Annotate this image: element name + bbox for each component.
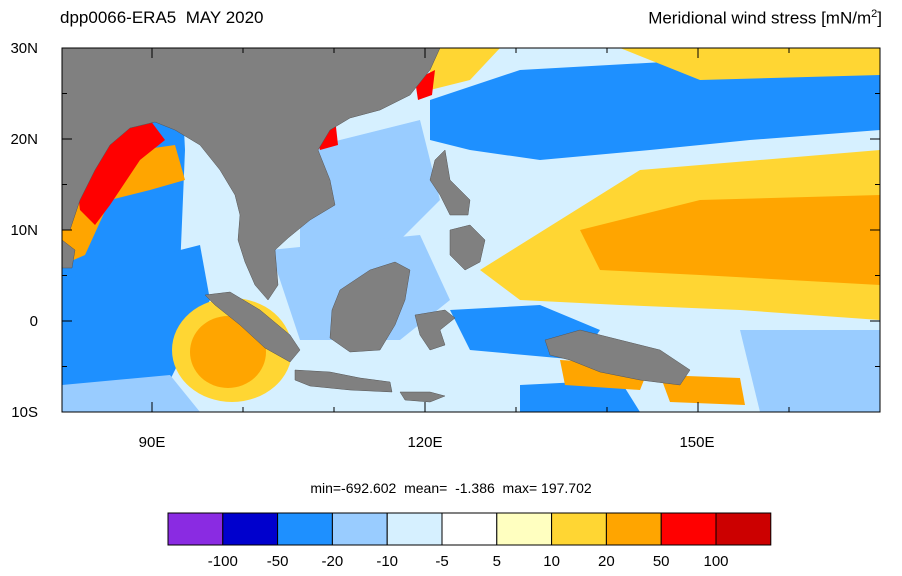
land-borneo [329,261,411,353]
field-indian-ocean-edge [62,375,200,412]
field-south-china-sea [300,120,440,260]
colorbar-swatch [386,512,443,546]
title-bracket: ] [877,8,882,28]
colorbar-tick-label: 50 [652,553,670,570]
lat-tick-label: 10N [10,222,38,239]
colorbar-swatch [715,512,772,546]
land-asia-mainland [62,48,441,301]
plot-title-right: Meridional wind stress [mN/m2] [648,8,882,29]
title-text: Meridional wind stress [mN/m [648,8,872,28]
colorbar-swatch [277,512,333,546]
colorbar-tick-label: -20 [321,553,344,570]
colorbar-swatch [441,512,498,546]
land-masses [62,48,691,403]
colorbar-swatch [551,512,607,546]
colorbar-tick-label: 100 [703,553,729,570]
lon-tick-label: 120E [407,434,442,451]
colorbar-swatch [222,512,279,546]
colorbar-swatch [331,512,388,546]
field-bay-coast-positive [62,145,185,265]
field-sumatra-west-strong [190,316,266,388]
colorbar-tick-label: 5 [492,553,501,570]
field-pacific-strong [580,195,880,285]
colorbar-tick-label: -10 [376,553,399,570]
land-sulawesi [414,309,456,351]
field-china-coast-positive [430,48,500,90]
colorbar-tick-label: 10 [543,553,560,570]
colorbar-swatch [605,512,662,546]
axis-tick-labels: 30N 20N 10N 0 10S 90E 120E 150E [10,40,714,451]
colorbar-tick-label: 20 [598,553,615,570]
colorbar-swatch [660,512,717,546]
colorbar-tick-label: -50 [266,553,289,570]
land-java [294,369,393,393]
field-bay-coast-strong [75,120,165,225]
land-lesser-sunda [399,391,446,403]
lat-tick-label: 20N [10,131,38,148]
lon-tick-label: 90E [139,434,166,451]
land-luzon [429,149,471,216]
land-new-guinea [544,329,691,386]
plot-title-left: dpp0066-ERA5 MAY 2020 [60,8,264,27]
colorbar-tick-label: -5 [435,553,449,570]
colorbar-swatch [167,512,224,546]
field-statistics: min=-692.602 mean= -1.386 max= 197.702 [310,480,592,496]
field-nw-pacific-negative [430,55,880,160]
lat-tick-label: 0 [30,313,38,330]
colorbar-tick-label: -100 [207,553,238,570]
field-southwest-pacific [740,330,880,412]
lat-tick-label: 10S [11,404,38,421]
land-mindanao [449,224,486,271]
lon-tick-label: 150E [679,434,714,451]
land-sumatra [204,291,301,363]
title-superscript: 2 [871,8,878,20]
colorbar-swatch [496,512,553,546]
land-sri-lanka [62,239,76,269]
field-north-positive [620,48,880,80]
axis-ticks [62,47,881,413]
lat-tick-label: 30N [10,40,38,57]
